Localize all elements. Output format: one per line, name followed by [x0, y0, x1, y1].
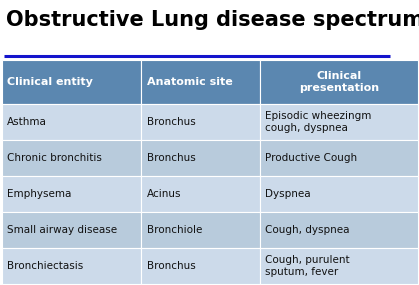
Bar: [2, 176, 142, 212]
Bar: [142, 60, 260, 104]
Bar: [260, 60, 418, 104]
Text: Dyspnea: Dyspnea: [265, 189, 311, 199]
Text: Obstructive Lung disease spectrum: Obstructive Lung disease spectrum: [6, 10, 419, 30]
Bar: [2, 60, 142, 104]
Text: Emphysema: Emphysema: [7, 189, 72, 199]
Bar: [260, 140, 418, 176]
Text: Bronchus: Bronchus: [147, 260, 195, 271]
Text: Chronic bronchitis: Chronic bronchitis: [7, 153, 102, 163]
Bar: [142, 248, 260, 284]
Text: Clinical entity: Clinical entity: [7, 77, 93, 87]
Text: Acinus: Acinus: [147, 189, 181, 199]
Text: Bronchiectasis: Bronchiectasis: [7, 260, 83, 271]
Bar: [260, 248, 418, 284]
Bar: [2, 248, 142, 284]
Bar: [260, 104, 418, 140]
Text: Small airway disease: Small airway disease: [7, 225, 117, 235]
Bar: [260, 212, 418, 248]
Bar: [260, 176, 418, 212]
Text: Productive Cough: Productive Cough: [265, 153, 357, 163]
Text: Cough, dyspnea: Cough, dyspnea: [265, 225, 349, 235]
Text: Bronchus: Bronchus: [147, 117, 195, 127]
Text: Anatomic site: Anatomic site: [147, 77, 232, 87]
Bar: [142, 140, 260, 176]
Text: Cough, purulent
sputum, fever: Cough, purulent sputum, fever: [265, 255, 350, 277]
Bar: [142, 176, 260, 212]
Bar: [2, 140, 142, 176]
Text: Episodic wheezingm
cough, dyspnea: Episodic wheezingm cough, dyspnea: [265, 111, 372, 133]
Bar: [142, 104, 260, 140]
Bar: [142, 212, 260, 248]
Text: Bronchiole: Bronchiole: [147, 225, 202, 235]
Text: Asthma: Asthma: [7, 117, 47, 127]
Bar: [2, 212, 142, 248]
Text: Clinical
presentation: Clinical presentation: [299, 71, 379, 93]
Bar: [2, 104, 142, 140]
Text: Bronchus: Bronchus: [147, 153, 195, 163]
